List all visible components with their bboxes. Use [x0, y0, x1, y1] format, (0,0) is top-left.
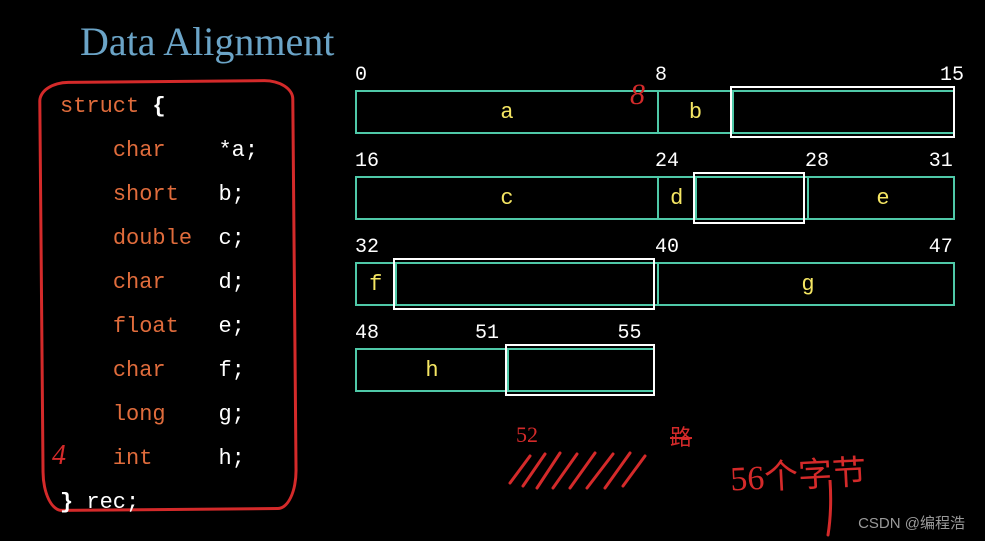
- field-cell-f: f: [357, 264, 395, 304]
- field-3: d;: [218, 270, 244, 295]
- field-0: *a;: [218, 138, 258, 163]
- offset-label: 8: [655, 64, 667, 87]
- field-5: f;: [218, 358, 244, 383]
- scribble-padding: [505, 448, 665, 493]
- type-7: int: [113, 446, 153, 471]
- type-4: float: [113, 314, 179, 339]
- memory-row: 324047fg: [355, 262, 955, 306]
- memory-row: 0815ab: [355, 90, 955, 134]
- rec-name: rec;: [86, 490, 139, 515]
- offset-label: 48: [355, 322, 379, 345]
- annotation-56-bytes: 56个字节: [729, 444, 867, 500]
- memory-row: 485155h: [355, 348, 955, 392]
- padding-outline: [393, 258, 656, 310]
- field-6: g;: [218, 402, 244, 427]
- padding-outline: [693, 172, 806, 224]
- offset-label: 40: [655, 236, 679, 259]
- offset-label: 55: [618, 322, 642, 345]
- field-cell-g: g: [657, 264, 957, 304]
- field-1: b;: [218, 182, 244, 207]
- field-cell-a: a: [357, 92, 657, 132]
- type-0: char: [113, 138, 166, 163]
- offset-label: 32: [355, 236, 379, 259]
- offset-label: 47: [929, 236, 953, 259]
- type-6: long: [113, 402, 166, 427]
- field-cell-b: b: [657, 92, 732, 132]
- field-7: h;: [218, 446, 244, 471]
- padding-outline: [730, 86, 955, 138]
- padding-outline: [505, 344, 655, 396]
- type-5: char: [113, 358, 166, 383]
- type-2: double: [113, 226, 192, 251]
- field-cell-e: e: [807, 178, 957, 218]
- page-title: Data Alignment: [80, 18, 334, 65]
- watermark: CSDN @编程浩: [858, 512, 965, 533]
- struct-code: struct { char *a; short b; double c; cha…: [60, 85, 258, 525]
- offset-label: 15: [940, 64, 964, 87]
- memory-row-box: cd e: [355, 176, 955, 220]
- memory-row: 16242831cde: [355, 176, 955, 220]
- field-cell-c: c: [357, 178, 657, 218]
- type-3: char: [113, 270, 166, 295]
- open-brace: {: [152, 94, 165, 119]
- field-2: c;: [218, 226, 244, 251]
- field-4: e;: [218, 314, 244, 339]
- offset-label: 0: [355, 64, 367, 87]
- type-1: short: [113, 182, 179, 207]
- close-brace: }: [60, 490, 73, 515]
- scribble-line: [820, 480, 850, 540]
- offset-label: 28: [805, 150, 829, 173]
- keyword-struct: struct: [60, 94, 139, 119]
- offset-label: 31: [929, 150, 953, 173]
- offset-label: 16: [355, 150, 379, 173]
- memory-layout-diagram: 0815ab16242831cde324047fg485155h: [355, 90, 955, 434]
- offset-label: 24: [655, 150, 679, 173]
- field-cell-d: d: [657, 178, 695, 218]
- field-cell-h: h: [357, 350, 507, 390]
- offset-label: 51: [475, 322, 499, 345]
